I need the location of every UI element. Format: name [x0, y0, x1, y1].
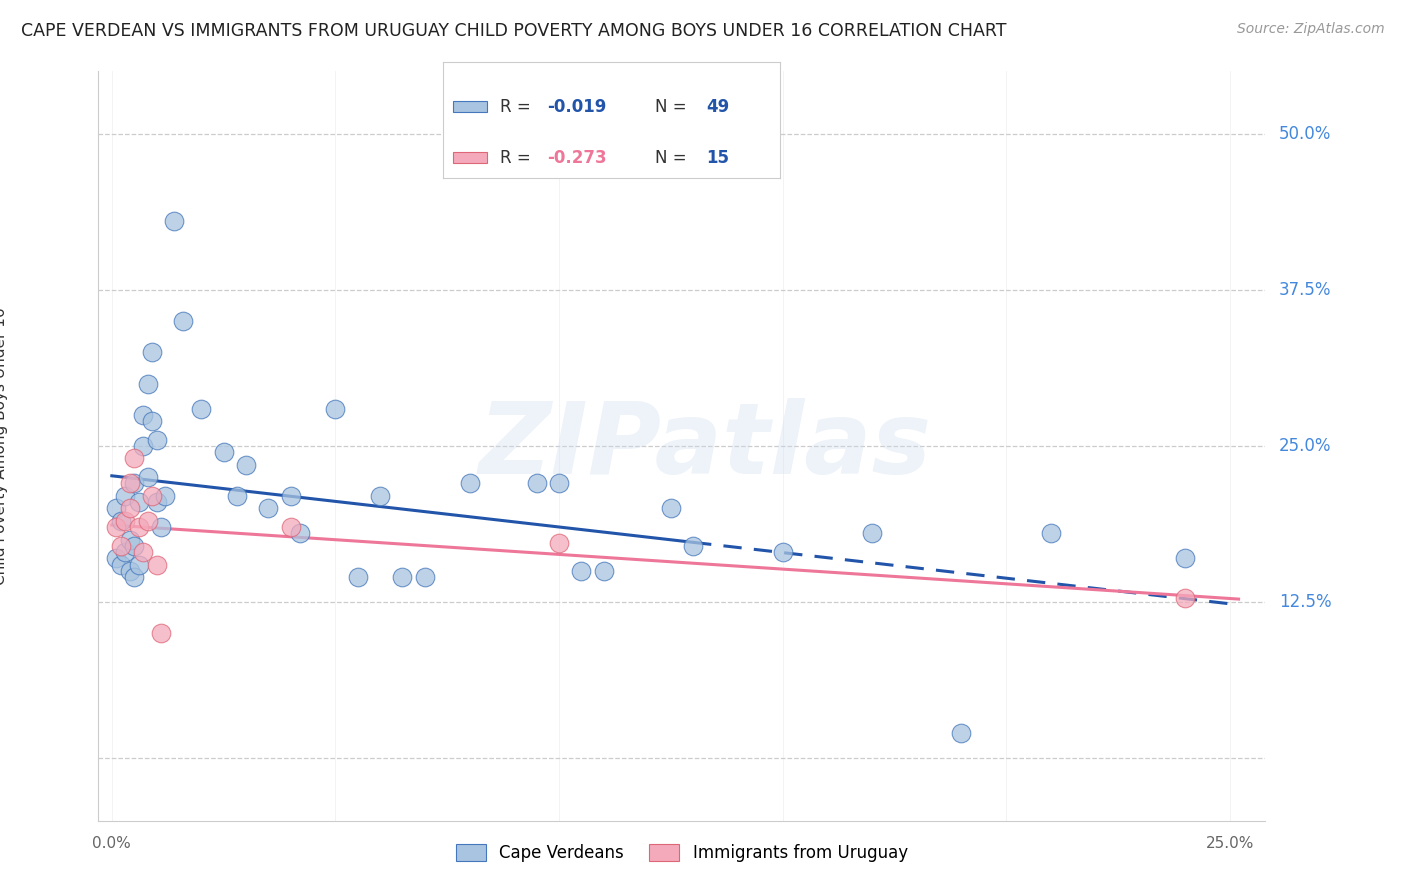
Point: [548, 476, 571, 491]
Text: -0.019: -0.019: [547, 97, 607, 115]
Point: [526, 476, 548, 491]
Point: [155, 489, 177, 503]
Point: [413, 570, 436, 584]
Text: Source: ZipAtlas.com: Source: ZipAtlas.com: [1237, 22, 1385, 37]
Text: 15: 15: [706, 149, 730, 167]
Text: 49: 49: [706, 97, 730, 115]
Point: [122, 570, 145, 584]
Point: [860, 526, 883, 541]
Point: [592, 564, 614, 578]
Point: [122, 539, 145, 553]
Point: [325, 401, 347, 416]
Point: [132, 408, 155, 422]
Point: [110, 514, 132, 528]
Point: [110, 558, 132, 572]
Point: [368, 489, 391, 503]
Point: [132, 439, 155, 453]
Point: [132, 545, 155, 559]
Point: [1174, 591, 1197, 606]
Point: [1174, 551, 1197, 566]
Point: [150, 520, 173, 534]
Point: [105, 520, 128, 534]
Point: [136, 470, 159, 484]
FancyBboxPatch shape: [453, 101, 486, 112]
Text: R =: R =: [501, 97, 536, 115]
Point: [548, 536, 571, 550]
Text: 50.0%: 50.0%: [1279, 125, 1331, 143]
Point: [150, 626, 173, 640]
Point: [458, 476, 481, 491]
Point: [257, 501, 280, 516]
Text: 25.0%: 25.0%: [1205, 836, 1254, 851]
Point: [288, 526, 311, 541]
Point: [114, 514, 136, 528]
Point: [145, 558, 167, 572]
Text: ZIPatlas: ZIPatlas: [478, 398, 932, 494]
Point: [226, 489, 249, 503]
Point: [682, 539, 704, 553]
Point: [110, 539, 132, 553]
Point: [145, 433, 167, 447]
Point: [114, 489, 136, 503]
Point: [569, 564, 592, 578]
Point: [659, 501, 682, 516]
Point: [114, 545, 136, 559]
Point: [950, 726, 973, 740]
Point: [280, 520, 302, 534]
Text: 25.0%: 25.0%: [1279, 437, 1331, 455]
Point: [128, 558, 150, 572]
Point: [280, 489, 302, 503]
Point: [105, 551, 128, 566]
Point: [190, 401, 212, 416]
Point: [122, 476, 145, 491]
Point: [118, 564, 141, 578]
Point: [136, 376, 159, 391]
Text: N =: N =: [655, 149, 692, 167]
Text: 12.5%: 12.5%: [1279, 593, 1331, 611]
Point: [128, 520, 150, 534]
Point: [128, 495, 150, 509]
Text: R =: R =: [501, 149, 536, 167]
Point: [141, 489, 163, 503]
Point: [172, 314, 194, 328]
Point: [145, 495, 167, 509]
Point: [122, 451, 145, 466]
Text: 0.0%: 0.0%: [93, 836, 131, 851]
Point: [118, 476, 141, 491]
Text: CAPE VERDEAN VS IMMIGRANTS FROM URUGUAY CHILD POVERTY AMONG BOYS UNDER 16 CORREL: CAPE VERDEAN VS IMMIGRANTS FROM URUGUAY …: [21, 22, 1007, 40]
Point: [141, 414, 163, 428]
Text: -0.273: -0.273: [547, 149, 607, 167]
Point: [212, 445, 235, 459]
Point: [235, 458, 257, 472]
Point: [772, 545, 794, 559]
Point: [105, 501, 128, 516]
Legend: Cape Verdeans, Immigrants from Uruguay: Cape Verdeans, Immigrants from Uruguay: [450, 837, 914, 869]
Point: [346, 570, 368, 584]
Point: [163, 214, 186, 228]
FancyBboxPatch shape: [453, 152, 486, 163]
Text: 37.5%: 37.5%: [1279, 281, 1331, 299]
Point: [1039, 526, 1062, 541]
Text: Child Poverty Among Boys Under 16: Child Poverty Among Boys Under 16: [0, 307, 7, 585]
Point: [118, 533, 141, 547]
Point: [118, 501, 141, 516]
Point: [136, 514, 159, 528]
Point: [141, 345, 163, 359]
Point: [391, 570, 413, 584]
Text: N =: N =: [655, 97, 692, 115]
